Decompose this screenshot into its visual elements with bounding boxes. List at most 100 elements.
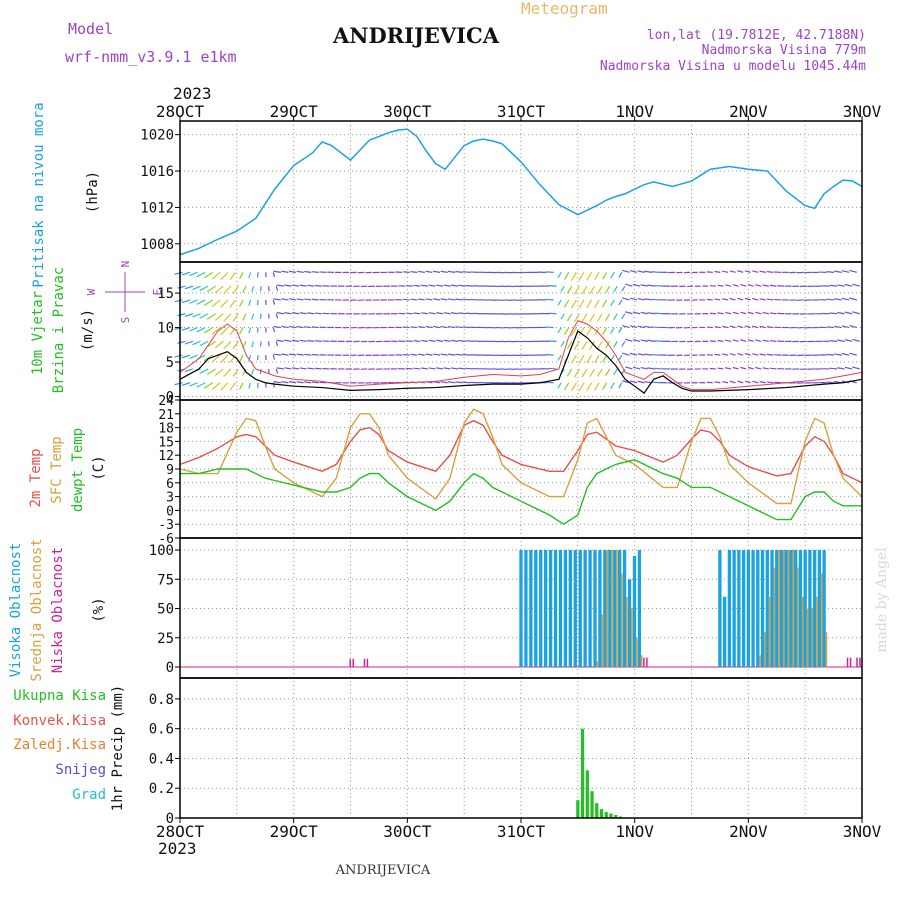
wind-arrow xyxy=(589,341,596,350)
wind-arrow xyxy=(450,312,459,315)
wind-speed-line xyxy=(179,330,863,394)
high-cloud-bar xyxy=(539,550,543,667)
wind-arrow xyxy=(251,313,255,320)
wind-arrow xyxy=(214,368,224,377)
wind-arrow xyxy=(273,325,281,329)
wind-arrow xyxy=(256,355,259,361)
bottom-tick-label: 31OCT xyxy=(497,822,546,841)
wind-arrow xyxy=(259,286,262,292)
mid-cloud-bar xyxy=(797,567,799,667)
wind-arrow xyxy=(447,353,456,356)
wind-arrow xyxy=(413,284,421,287)
wind-arrow xyxy=(651,381,660,384)
top-tick-label: 28OCT xyxy=(156,102,205,121)
wind-arrow xyxy=(589,285,596,295)
mid-cloud-bar xyxy=(626,596,628,667)
wind-arrow xyxy=(405,285,413,287)
wind-arrow xyxy=(573,313,580,323)
y-tick-label: 9 xyxy=(166,463,174,478)
wind-arrow xyxy=(281,270,289,273)
wind-arrow xyxy=(196,382,206,388)
wind-arrow xyxy=(759,381,766,384)
wind-arrow xyxy=(418,326,425,329)
wind-arrow xyxy=(275,286,279,291)
wind-arrow xyxy=(447,270,456,273)
wind-arrow xyxy=(296,381,304,384)
cloud-unit: (%) xyxy=(91,597,107,622)
wind-arrow xyxy=(311,353,319,356)
wind-arrow xyxy=(647,312,656,315)
model-name: wrf-nmm_v3.9.1 e1km xyxy=(65,48,237,66)
wind-arrow xyxy=(455,381,463,384)
wind-arrow xyxy=(402,354,410,356)
wind-arrow xyxy=(629,380,638,384)
wind-arrow xyxy=(440,381,448,384)
grid-layer xyxy=(180,121,862,819)
high-cloud-bar xyxy=(737,550,741,667)
wind-arrow xyxy=(762,312,769,315)
low-cloud-bar xyxy=(643,657,645,667)
wind-arrow xyxy=(769,312,777,315)
wind-arrow xyxy=(410,326,418,329)
y-tick-label: 0.6 xyxy=(149,722,174,738)
wind-arrow xyxy=(196,299,206,305)
wind-arrow xyxy=(647,284,656,287)
high-cloud-bar xyxy=(588,550,592,667)
wind-arrow xyxy=(405,340,413,342)
wind-arrow xyxy=(849,352,857,356)
wind-arrow xyxy=(275,368,279,374)
wind-arrow xyxy=(578,327,585,337)
wind-arrow xyxy=(640,311,648,315)
wind-arrow xyxy=(557,354,562,361)
wind-arrow xyxy=(545,381,554,384)
mid-cloud-bar xyxy=(768,596,771,667)
wind-arrow xyxy=(214,285,224,294)
wind-vectors xyxy=(174,269,860,392)
wind-arrow xyxy=(581,285,588,295)
wind-arrow xyxy=(654,284,663,287)
high-cloud-bar xyxy=(613,550,617,667)
high-cloud-bar xyxy=(598,550,602,667)
wind-arrow xyxy=(284,284,292,287)
high-cloud-bar xyxy=(803,550,807,667)
wind-arrow xyxy=(211,327,221,335)
wind-arrow xyxy=(189,299,198,304)
wind-arrow xyxy=(841,297,850,301)
wind-arrow xyxy=(566,285,573,294)
wind-arrow xyxy=(597,285,603,294)
high-cloud-bar xyxy=(822,550,826,667)
wind-arrow xyxy=(737,325,744,329)
wind-arrow xyxy=(740,283,747,287)
wind-arrow xyxy=(242,368,247,376)
wind-arrow xyxy=(248,382,252,389)
wind-arrow xyxy=(425,353,433,356)
wind-arrow xyxy=(602,272,608,280)
wind-arrow xyxy=(433,353,441,356)
y-tick-label: 15 xyxy=(158,435,174,450)
wind-arrow xyxy=(621,368,626,375)
wind-arrow xyxy=(714,353,721,356)
wind-arrow xyxy=(288,325,297,329)
wind-arrow xyxy=(288,381,297,384)
precip-bar xyxy=(604,812,608,818)
wind-arrow xyxy=(307,367,315,370)
wind-arrow xyxy=(421,284,428,287)
wind-arrow xyxy=(272,272,276,278)
wind-arrow xyxy=(314,367,322,370)
wind-arrow xyxy=(211,299,221,308)
wind-arrow xyxy=(837,367,845,370)
mid-cloud-bar xyxy=(787,550,790,667)
wind-arrow xyxy=(239,299,244,307)
wind-arrow xyxy=(557,327,562,334)
wind-arrow xyxy=(829,284,838,287)
wind-arrow xyxy=(722,298,729,301)
low-cloud-bar xyxy=(859,657,861,667)
y-tick-label: 1008 xyxy=(140,237,174,253)
wind-arrow xyxy=(586,327,593,336)
high-cloud-bar xyxy=(812,550,817,667)
wind-arrow xyxy=(769,367,777,370)
wind-arrow xyxy=(443,284,451,287)
wind-arrow xyxy=(602,299,608,308)
wind-arrow xyxy=(597,313,603,322)
wind-arrow xyxy=(769,339,777,342)
